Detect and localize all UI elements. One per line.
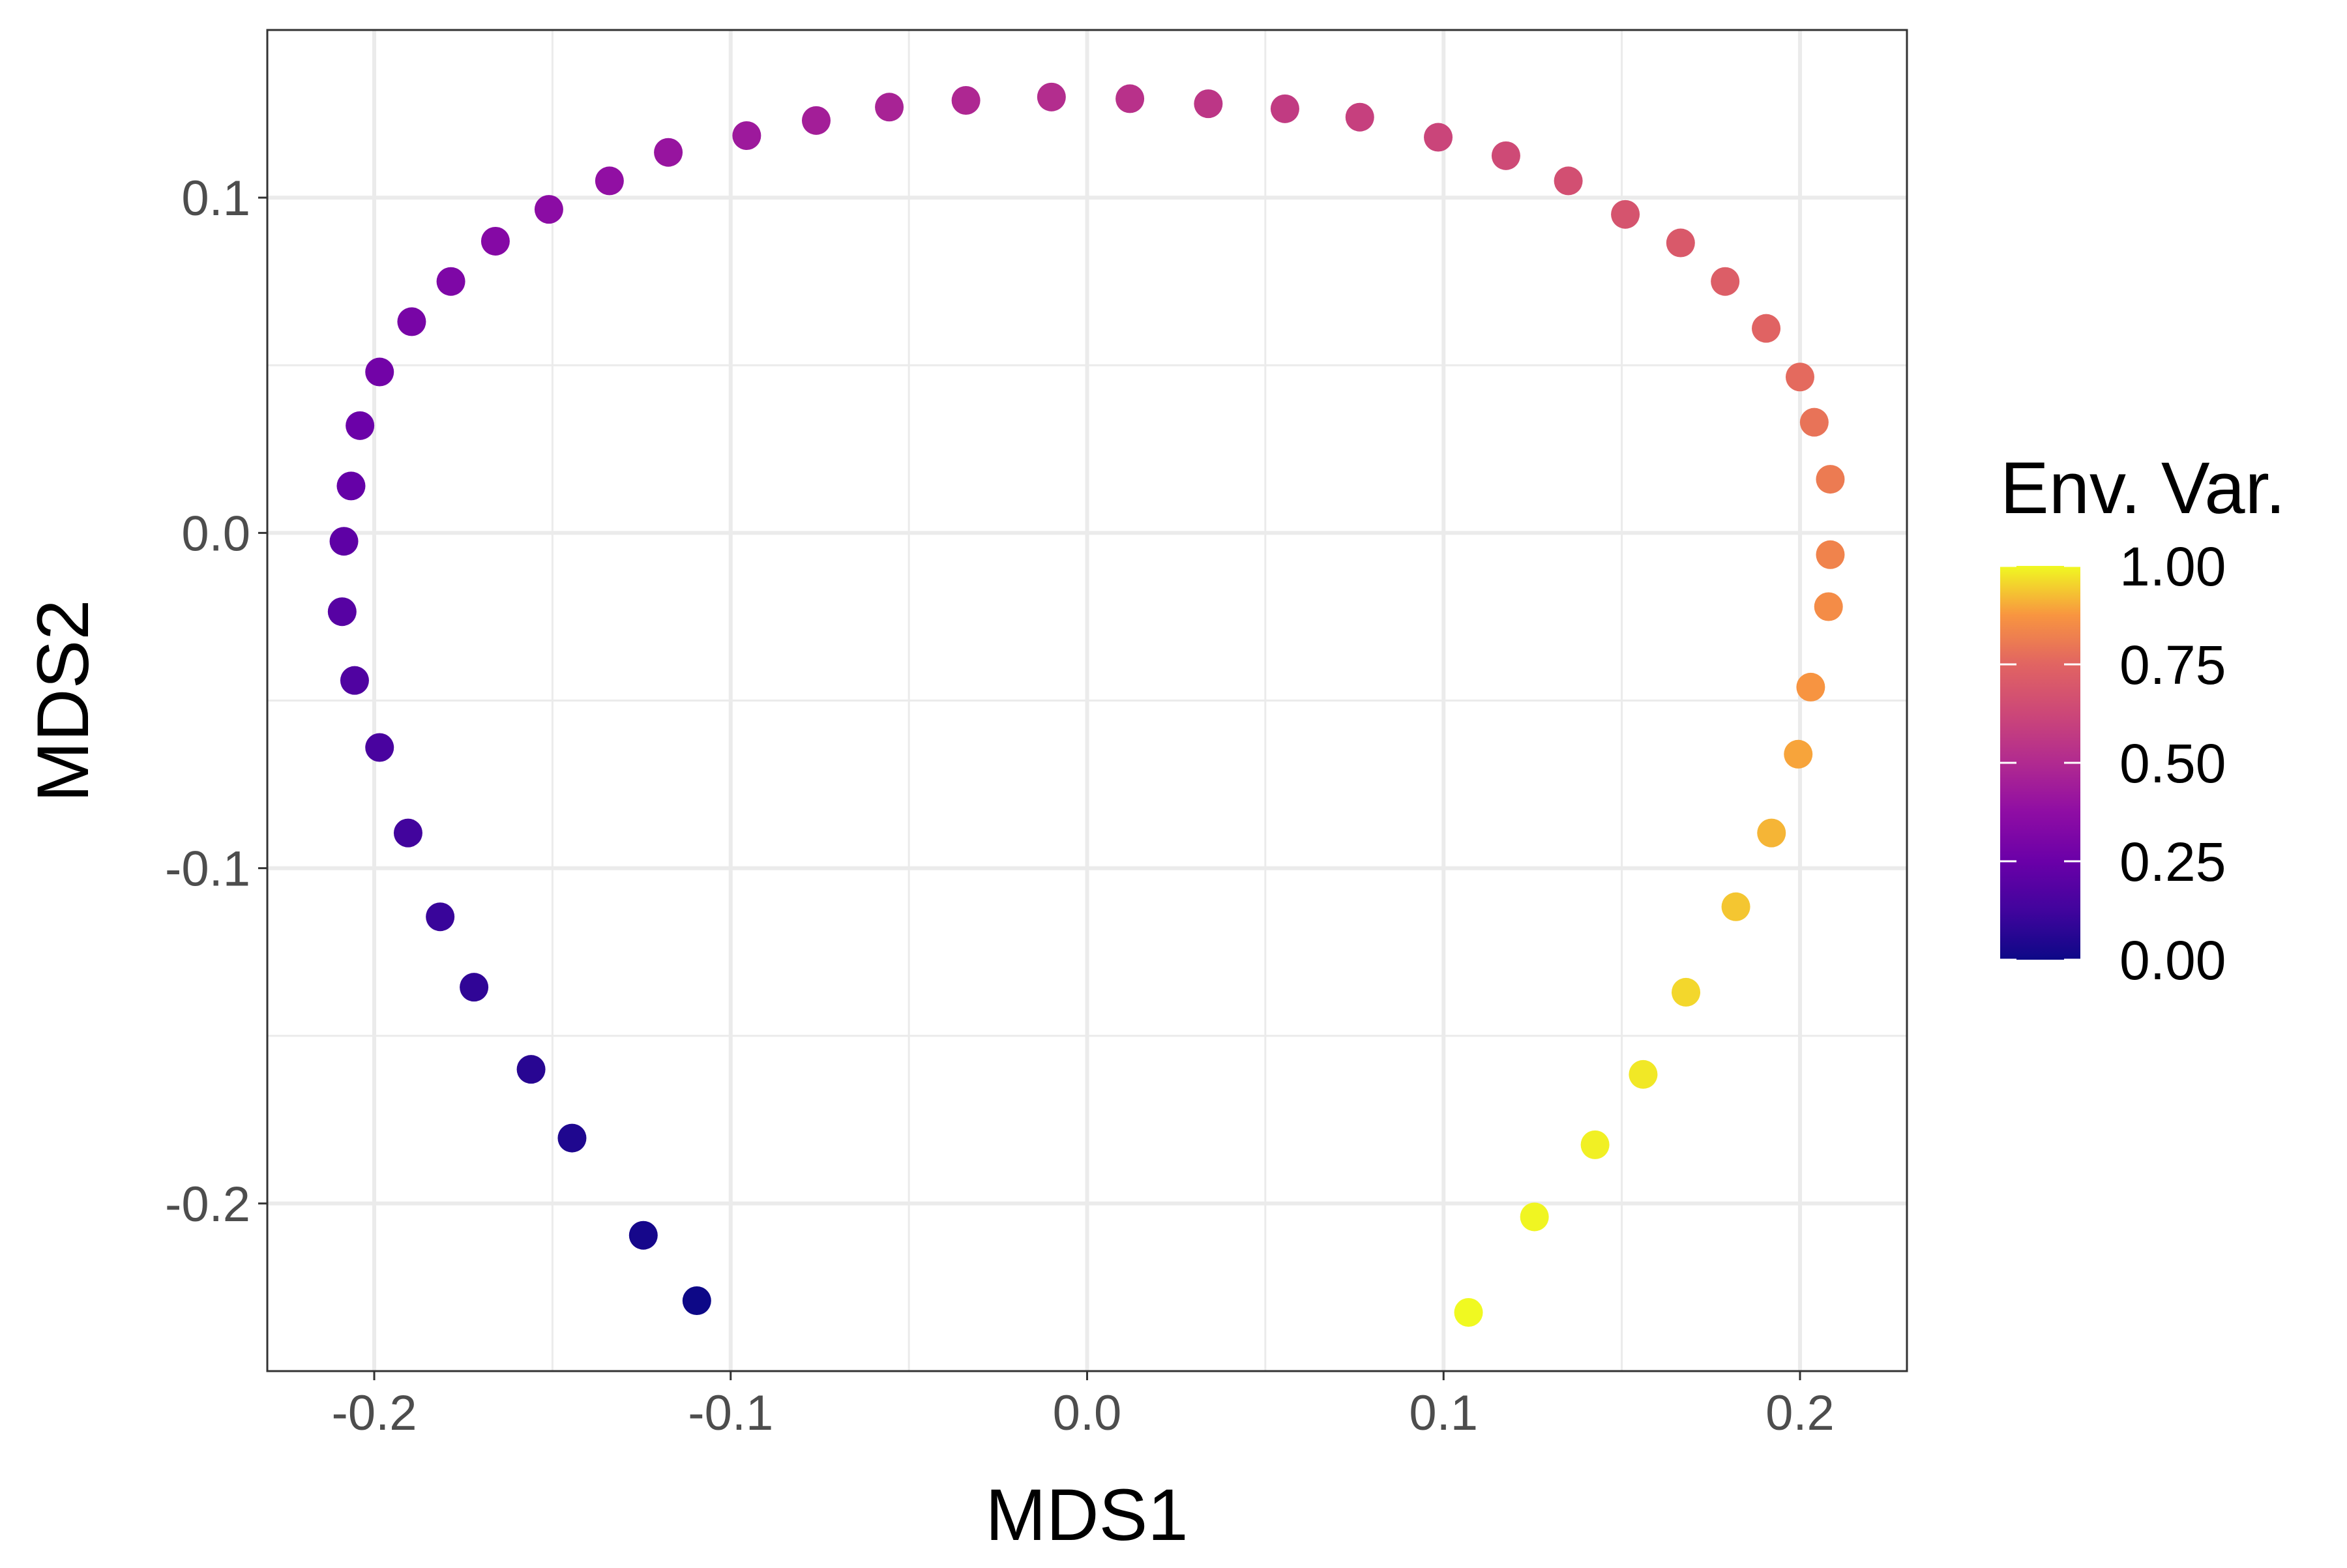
x-tick-label: -0.2 bbox=[332, 1385, 417, 1441]
data-point bbox=[397, 307, 426, 336]
data-point bbox=[1037, 82, 1066, 111]
data-point bbox=[340, 666, 369, 695]
data-point bbox=[1816, 540, 1845, 569]
y-tick-label: 0.1 bbox=[181, 171, 250, 226]
y-tick-label: -0.2 bbox=[165, 1177, 250, 1232]
y-tick-label: 0.0 bbox=[181, 506, 250, 561]
data-points bbox=[327, 82, 1845, 1327]
legend-tick-label: 0.75 bbox=[2119, 634, 2226, 696]
data-point bbox=[1721, 892, 1750, 921]
data-point bbox=[1784, 739, 1813, 769]
data-point bbox=[436, 267, 465, 296]
data-point bbox=[393, 818, 422, 848]
data-point bbox=[1785, 362, 1814, 392]
data-point bbox=[951, 85, 981, 115]
data-point bbox=[1796, 672, 1825, 702]
legend-tick-label: 0.00 bbox=[2119, 930, 2226, 991]
data-point bbox=[1814, 592, 1843, 621]
x-axis-title: MDS1 bbox=[985, 1474, 1188, 1556]
data-point bbox=[595, 166, 624, 196]
y-axis-title: MDS2 bbox=[22, 599, 104, 802]
data-point bbox=[1520, 1202, 1549, 1232]
legend-title: Env. Var. bbox=[2000, 447, 2286, 529]
data-point bbox=[534, 195, 563, 224]
x-tick-label: 0.2 bbox=[1765, 1385, 1835, 1441]
data-point bbox=[1672, 977, 1701, 1007]
x-tick-label: 0.0 bbox=[1053, 1385, 1122, 1441]
data-point bbox=[327, 597, 357, 627]
data-point bbox=[1757, 818, 1786, 848]
data-point bbox=[1580, 1130, 1610, 1159]
data-point bbox=[1666, 228, 1695, 258]
data-point bbox=[557, 1123, 587, 1153]
data-point bbox=[875, 93, 904, 122]
y-tick-label: -0.1 bbox=[165, 842, 250, 897]
data-point bbox=[1345, 102, 1374, 132]
data-point bbox=[1711, 267, 1740, 296]
data-point bbox=[1554, 166, 1583, 196]
data-point bbox=[801, 106, 831, 135]
data-point bbox=[1629, 1059, 1658, 1089]
data-point bbox=[732, 121, 761, 150]
legend-tick-label: 0.50 bbox=[2119, 733, 2226, 794]
data-point bbox=[1194, 89, 1223, 119]
data-point bbox=[426, 902, 455, 932]
grid-lines bbox=[267, 30, 1907, 1371]
data-point bbox=[336, 471, 366, 501]
data-point bbox=[346, 411, 375, 440]
data-point bbox=[654, 138, 683, 167]
data-point bbox=[628, 1220, 658, 1250]
data-point bbox=[1752, 314, 1781, 343]
x-tick-label: -0.1 bbox=[688, 1385, 773, 1441]
data-point bbox=[329, 527, 359, 556]
data-point bbox=[480, 226, 510, 256]
x-tick-label: 0.1 bbox=[1409, 1385, 1478, 1441]
data-point bbox=[365, 733, 394, 762]
color-legend: Env. Var. 1.00 0.75 0.50 0.25 0.00 bbox=[2000, 447, 2286, 991]
data-point bbox=[1611, 200, 1640, 229]
data-point bbox=[682, 1286, 711, 1316]
data-point bbox=[1491, 141, 1520, 170]
data-point bbox=[1270, 94, 1299, 123]
data-point bbox=[1115, 84, 1145, 113]
axes: -0.2 -0.1 0.0 0.1 0.2 -0.2 -0.1 0.0 0.1 bbox=[165, 171, 1835, 1441]
data-point bbox=[1454, 1298, 1483, 1327]
data-point bbox=[460, 973, 489, 1002]
data-point bbox=[1799, 407, 1829, 437]
data-point bbox=[1816, 465, 1845, 494]
legend-tick-label: 1.00 bbox=[2119, 536, 2226, 597]
legend-tick-label: 0.25 bbox=[2119, 831, 2226, 893]
data-point bbox=[1424, 123, 1453, 152]
data-point bbox=[516, 1055, 546, 1084]
data-point bbox=[365, 357, 394, 387]
